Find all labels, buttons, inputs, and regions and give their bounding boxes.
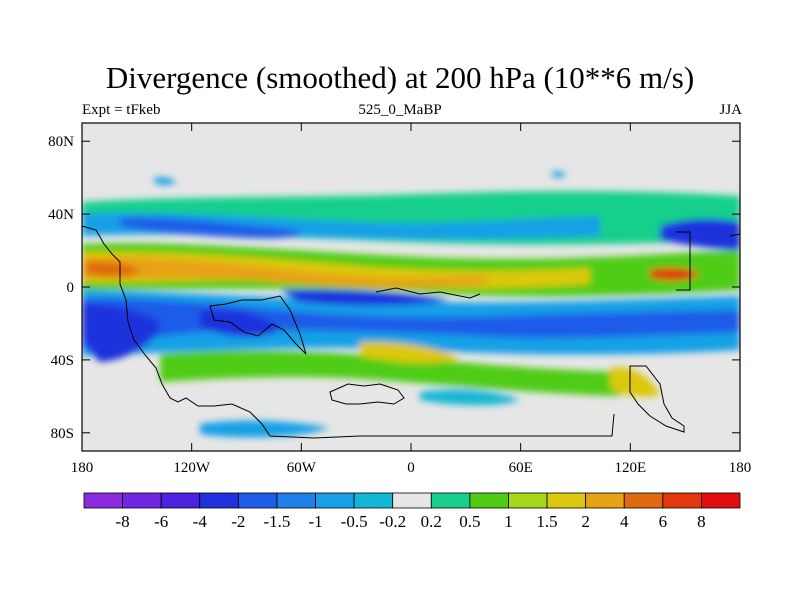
field-band-tropical-blue	[82, 298, 740, 350]
field-band-central-dark	[280, 289, 450, 306]
colorbar-swatch	[546, 492, 587, 509]
field-band-equatorial-orange	[82, 257, 492, 288]
colorbar-label: 4	[620, 512, 629, 531]
colorbar-swatch	[623, 492, 664, 509]
colorbar-swatch	[392, 492, 432, 509]
colorbar-label: -1.5	[263, 512, 290, 531]
coastline-australia	[629, 365, 685, 433]
field-band-far-south-cyan-2	[420, 389, 520, 406]
colorbar-swatch	[160, 492, 201, 509]
x-tick-label: 120E	[614, 460, 646, 476]
chart-title: Divergence (smoothed) at 200 hPa (10**6 …	[105, 60, 695, 95]
colorbar-label: 0.2	[421, 512, 442, 531]
colorbar-swatch	[122, 492, 162, 509]
coastlines	[82, 225, 740, 439]
coastline-eurasia	[375, 287, 481, 299]
colorbar-swatch	[430, 492, 471, 509]
colorbar-swatch	[662, 492, 702, 509]
colorbar-label: -2	[231, 512, 245, 531]
colorbar-label: 0.5	[459, 512, 480, 531]
y-tick-label: 80N	[48, 134, 74, 150]
coastline-africa	[209, 295, 307, 355]
field-band-north-patch-2	[552, 171, 566, 178]
colorbar-label: -4	[193, 512, 208, 531]
colorbar: -8 -6 -4 -2 -1.5 -1 -0.5 -0.2 0.2 0.5 1 1.5 2 4 6 8	[83, 492, 741, 531]
field-band-equatorial-red	[86, 261, 140, 277]
field-band-east-red	[650, 267, 700, 281]
colorbar-label: 6	[659, 512, 668, 531]
divergence-field	[82, 123, 740, 451]
field-band-south-dark	[200, 309, 280, 337]
colorbar-label: -8	[116, 512, 130, 531]
colorbar-swatch	[353, 492, 394, 509]
y-tick-label: 40S	[51, 353, 74, 369]
coastline-north-america	[729, 233, 740, 237]
field-band-southeast-yellow	[610, 367, 660, 397]
x-tick-label: 180	[71, 460, 94, 476]
coastline-antarctic-peninsula	[329, 383, 405, 405]
field-band-south-yellow	[360, 341, 460, 364]
y-tick-label: 80S	[51, 426, 74, 442]
colorbar-label: 8	[697, 512, 706, 531]
colorbar-swatch	[701, 492, 741, 509]
coastline-america	[82, 225, 615, 439]
x-tick-label: 60W	[287, 460, 317, 476]
colorbar-swatch	[315, 492, 355, 509]
colorbar-label: -0.5	[341, 512, 368, 531]
x-tick-label: 120W	[173, 460, 211, 476]
x-tick-label: 0	[407, 460, 415, 476]
colorbar-swatch	[508, 492, 548, 509]
field-band-north-patch	[154, 177, 176, 185]
colorbar-swatch	[83, 492, 123, 509]
season-label: JJA	[719, 102, 742, 118]
colorbar-label: 1	[504, 512, 513, 531]
y-axis: 80N 40N 0 40S 80S	[48, 134, 740, 442]
x-axis: 180 120W 60W 0 60E 120E 180	[71, 123, 752, 476]
colorbar-swatch	[469, 492, 509, 509]
y-tick-label: 0	[67, 280, 75, 296]
colorbar-label: -6	[154, 512, 168, 531]
case-label: 525_0_MaBP	[358, 102, 442, 118]
y-tick-label: 40N	[48, 207, 74, 223]
colorbar-label: 1.5	[536, 512, 557, 531]
coastline-pacific-east	[676, 231, 691, 291]
field-band-ne-blue	[660, 218, 740, 250]
field-band-tropical-dark	[82, 304, 160, 362]
colorbar-swatch	[237, 492, 278, 509]
colorbar-swatch	[585, 492, 625, 509]
field-band-south-green	[160, 350, 620, 396]
colorbar-swatch	[199, 492, 239, 509]
colorbar-label: -0.2	[379, 512, 406, 531]
x-tick-label: 180	[729, 460, 752, 476]
colorbar-label: -1	[308, 512, 322, 531]
colorbar-label: 2	[581, 512, 590, 531]
experiment-label: Expt = tFkeb	[82, 102, 161, 118]
field-band-north-blue	[120, 217, 302, 239]
x-tick-label: 60E	[509, 460, 533, 476]
colorbar-swatch	[276, 492, 316, 509]
